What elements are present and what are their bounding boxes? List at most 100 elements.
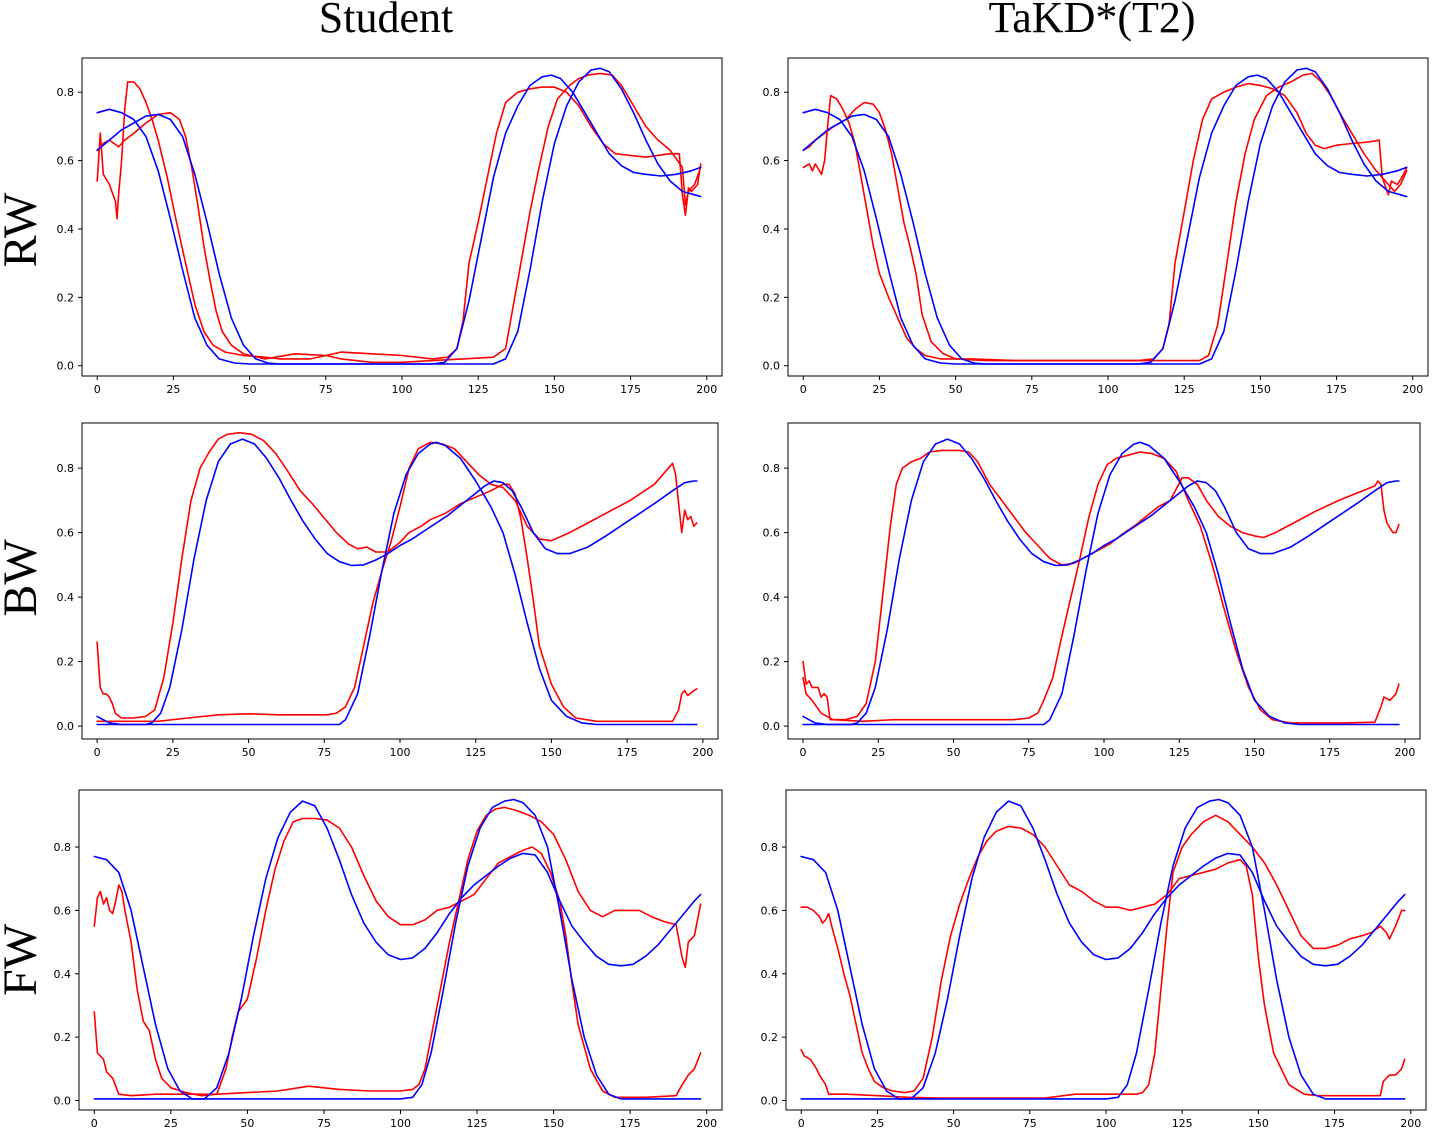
x-tick-label: 0 xyxy=(800,383,807,396)
series-line-prediction-1 xyxy=(96,431,698,723)
series-line-ground-truth-2 xyxy=(96,67,702,365)
series-line-prediction-2 xyxy=(800,814,1406,1099)
panel-bw-takd: 0 25 50 75 100 125 150 175 200 0.0 0.2 0.4 0.6 0.8 xyxy=(763,422,1421,759)
y-tick-label: 0.0 xyxy=(763,360,781,373)
x-tick-label: 75 xyxy=(1025,383,1039,396)
plot-frame xyxy=(787,422,1421,740)
series-line-prediction-2 xyxy=(802,451,1400,724)
x-tick-label: 125 xyxy=(1172,1117,1193,1130)
row-label-fw: FW xyxy=(0,923,47,996)
x-tick-label: 175 xyxy=(1324,1117,1345,1130)
y-tick-label: 0.8 xyxy=(57,462,75,475)
x-tick-label: 200 xyxy=(696,1117,717,1130)
panel-rw-takd: 0 25 50 75 100 125 150 175 200 0.0 0.2 0.4 0.6 0.8 xyxy=(763,57,1429,396)
series-line-prediction-1 xyxy=(800,825,1406,1097)
x-tick-label: 25 xyxy=(166,383,180,396)
x-tick-label: 0 xyxy=(94,746,101,759)
y-tick-label: 0.2 xyxy=(763,656,781,669)
y-tick-label: 0.8 xyxy=(54,841,72,854)
y-tick-label: 0.2 xyxy=(761,1031,779,1044)
x-tick-label: 200 xyxy=(696,383,717,396)
panel-fw-takd: 0 25 50 75 100 125 150 175 200 0.0 0.2 0.4 0.6 0.8 xyxy=(761,789,1427,1130)
series-line-ground-truth-2 xyxy=(93,798,702,1100)
x-tick-label: 50 xyxy=(242,746,256,759)
series-line-ground-truth-2 xyxy=(800,798,1406,1100)
x-tick-label: 25 xyxy=(164,1117,178,1130)
column-title-student: Student xyxy=(319,0,453,42)
y-tick-label: 0.4 xyxy=(763,591,781,604)
x-tick-label: 150 xyxy=(1250,383,1271,396)
plot-frame xyxy=(787,57,1429,377)
series-line-ground-truth-1 xyxy=(96,438,698,726)
y-tick-label: 0.6 xyxy=(57,155,75,168)
y-tick-label: 0.8 xyxy=(57,86,75,99)
x-tick-label: 125 xyxy=(467,1117,488,1130)
plot-frame xyxy=(785,789,1427,1111)
x-tick-label: 50 xyxy=(949,383,963,396)
series-line-ground-truth-1 xyxy=(96,74,702,365)
x-tick-label: 200 xyxy=(1402,383,1423,396)
panel-fw-student: 0 25 50 75 100 125 150 175 200 0.0 0.2 0.4 0.6 0.8 xyxy=(54,789,723,1130)
y-tick-label: 0.8 xyxy=(763,86,781,99)
series-line-prediction-2 xyxy=(96,441,698,723)
x-tick-label: 150 xyxy=(1244,746,1265,759)
panel-bw-student: 0 25 50 75 100 125 150 175 200 0.0 0.2 0.4 0.6 0.8 xyxy=(57,422,719,759)
x-tick-label: 100 xyxy=(390,1117,411,1130)
y-tick-label: 0.2 xyxy=(763,291,781,304)
y-tick-label: 0.0 xyxy=(763,720,781,733)
x-tick-label: 75 xyxy=(317,1117,331,1130)
series-line-prediction-2 xyxy=(96,72,702,364)
y-tick-label: 0.4 xyxy=(54,968,72,981)
x-tick-label: 50 xyxy=(947,1117,961,1130)
x-tick-label: 75 xyxy=(1023,1117,1037,1130)
x-tick-label: 100 xyxy=(1098,383,1119,396)
x-tick-label: 150 xyxy=(541,746,562,759)
plot-frame xyxy=(81,422,719,740)
y-tick-label: 0.0 xyxy=(57,360,75,373)
x-tick-label: 100 xyxy=(1094,746,1115,759)
plot-frame xyxy=(78,789,723,1111)
plot-frame xyxy=(81,57,723,377)
y-tick-label: 0.6 xyxy=(763,527,781,540)
column-title-takd: TaKD*(T2) xyxy=(988,0,1195,42)
chart-panels: 0 25 50 75 100 125 150 175 200 0.0 0.2 0.4 0.6 0.8 0 25… xyxy=(54,57,1429,1130)
series-line-ground-truth-1 xyxy=(802,74,1408,365)
x-tick-label: 25 xyxy=(870,1117,884,1130)
series-line-prediction-2 xyxy=(93,806,702,1097)
x-tick-label: 0 xyxy=(800,746,807,759)
x-tick-label: 125 xyxy=(1174,383,1195,396)
x-tick-label: 75 xyxy=(319,383,333,396)
x-tick-label: 175 xyxy=(1326,383,1347,396)
row-label-rw: RW xyxy=(0,192,47,267)
x-tick-label: 0 xyxy=(798,1117,805,1130)
x-tick-label: 150 xyxy=(544,383,565,396)
x-tick-label: 100 xyxy=(390,746,411,759)
x-tick-label: 0 xyxy=(94,383,101,396)
x-tick-label: 0 xyxy=(91,1117,98,1130)
y-tick-label: 0.0 xyxy=(54,1094,72,1107)
y-tick-label: 0.6 xyxy=(57,527,75,540)
x-tick-label: 50 xyxy=(240,1117,254,1130)
x-tick-label: 50 xyxy=(243,383,257,396)
x-tick-label: 25 xyxy=(166,746,180,759)
panel-rw-student: 0 25 50 75 100 125 150 175 200 0.0 0.2 0.4 0.6 0.8 xyxy=(57,57,723,396)
series-line-prediction-1 xyxy=(93,817,702,1099)
x-tick-label: 175 xyxy=(620,383,641,396)
series-line-ground-truth-2 xyxy=(802,67,1408,365)
x-tick-label: 75 xyxy=(317,746,331,759)
y-tick-label: 0.0 xyxy=(57,720,75,733)
y-tick-label: 0.6 xyxy=(761,904,779,917)
series-line-ground-truth-1 xyxy=(802,438,1400,726)
y-tick-label: 0.2 xyxy=(57,656,75,669)
x-tick-label: 50 xyxy=(947,746,961,759)
y-tick-label: 0.4 xyxy=(57,223,75,236)
series-line-prediction-1 xyxy=(96,81,702,360)
y-tick-label: 0.0 xyxy=(761,1094,779,1107)
y-tick-label: 0.4 xyxy=(763,223,781,236)
x-tick-label: 175 xyxy=(617,746,638,759)
x-tick-label: 75 xyxy=(1022,746,1036,759)
x-tick-label: 150 xyxy=(1248,1117,1269,1130)
x-tick-label: 150 xyxy=(543,1117,564,1130)
y-tick-label: 0.8 xyxy=(763,462,781,475)
